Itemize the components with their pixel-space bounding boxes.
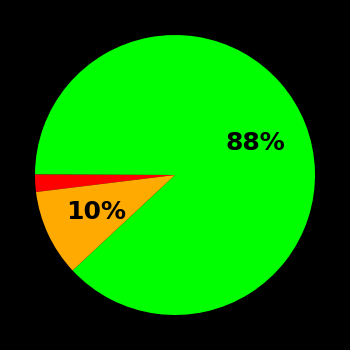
Wedge shape xyxy=(36,175,175,271)
Text: 10%: 10% xyxy=(66,200,126,224)
Text: 88%: 88% xyxy=(226,131,286,155)
Wedge shape xyxy=(35,175,175,192)
Wedge shape xyxy=(35,35,315,315)
